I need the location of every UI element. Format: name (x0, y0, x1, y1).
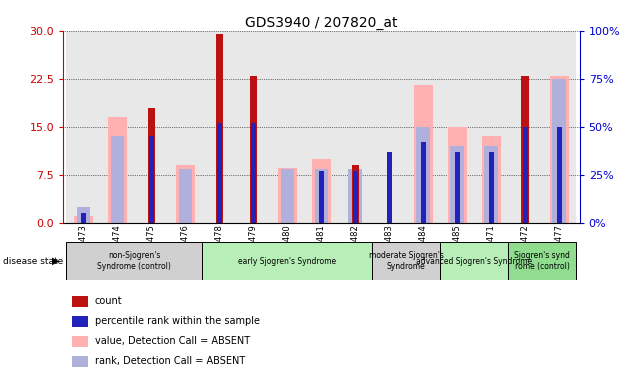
Bar (522, 76, 529, 223)
Bar (553, 79, 566, 223)
Bar (450, 146, 464, 223)
Bar (176, 165, 195, 223)
Bar (278, 168, 297, 223)
Text: disease state: disease state (3, 257, 64, 266)
Bar (416, 127, 430, 223)
Text: moderate Sjogren's
Syndrome: moderate Sjogren's Syndrome (369, 252, 444, 271)
Bar (108, 117, 127, 223)
Bar (372, 31, 406, 223)
Bar (74, 216, 93, 223)
Bar (312, 159, 331, 223)
Bar (217, 123, 222, 223)
Text: Sjogren's synd
rome (control): Sjogren's synd rome (control) (514, 252, 570, 271)
Bar (147, 108, 155, 223)
Bar (149, 136, 154, 223)
Bar (304, 31, 338, 223)
Bar (270, 31, 304, 223)
Bar (314, 169, 328, 223)
Bar (489, 152, 494, 223)
Bar (523, 127, 528, 223)
Bar (236, 31, 270, 223)
Title: GDS3940 / 207820_at: GDS3940 / 207820_at (245, 16, 398, 30)
Bar (178, 169, 192, 223)
Bar (406, 31, 440, 223)
Bar (550, 76, 568, 223)
Bar (508, 242, 576, 280)
Bar (81, 213, 86, 223)
Text: rank, Detection Call = ABSENT: rank, Detection Call = ABSENT (94, 356, 244, 366)
Bar (134, 31, 168, 223)
Bar (280, 169, 294, 223)
Bar (111, 136, 124, 223)
Bar (202, 31, 236, 223)
Text: ▶: ▶ (52, 256, 60, 266)
Text: percentile rank within the sample: percentile rank within the sample (94, 316, 260, 326)
Bar (421, 142, 426, 223)
Bar (557, 127, 562, 223)
Bar (352, 165, 359, 223)
Bar (542, 31, 576, 223)
Bar (319, 171, 324, 223)
Bar (448, 127, 467, 223)
Bar (348, 169, 362, 223)
Text: count: count (94, 296, 122, 306)
Bar (482, 136, 501, 223)
Text: non-Sjogren's
Syndrome (control): non-Sjogren's Syndrome (control) (98, 252, 171, 271)
Text: early Sjogren's Syndrome: early Sjogren's Syndrome (238, 257, 336, 266)
Bar (474, 31, 508, 223)
Bar (77, 207, 90, 223)
Bar (455, 152, 460, 223)
Bar (338, 31, 372, 223)
Bar (440, 242, 508, 280)
Bar (251, 123, 256, 223)
Bar (387, 152, 392, 223)
Bar (440, 31, 474, 223)
Bar (202, 242, 372, 280)
Bar (372, 242, 440, 280)
Bar (414, 85, 433, 223)
Bar (353, 171, 358, 223)
Text: value, Detection Call = ABSENT: value, Detection Call = ABSENT (94, 336, 249, 346)
Bar (66, 31, 100, 223)
Bar (215, 34, 223, 223)
Bar (508, 31, 542, 223)
Text: advanced Sjogren's Syndrome: advanced Sjogren's Syndrome (416, 257, 532, 266)
Bar (66, 242, 202, 280)
Bar (168, 31, 202, 223)
Bar (249, 76, 257, 223)
Bar (484, 146, 498, 223)
Bar (100, 31, 134, 223)
